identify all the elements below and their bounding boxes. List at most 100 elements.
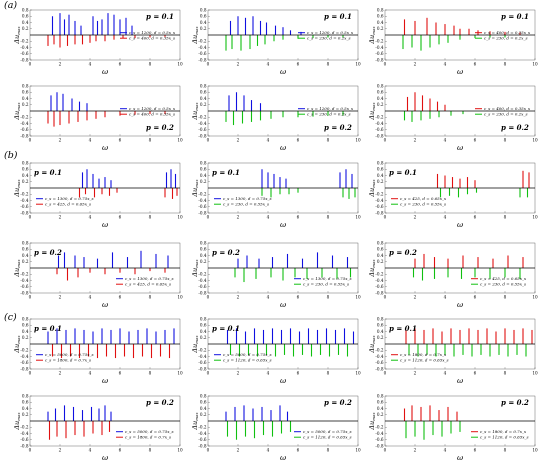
y-tick-label: 0.4 xyxy=(22,406,29,411)
x-tick-label: 0 xyxy=(207,295,210,300)
y-axis-label: Δumax xyxy=(191,26,199,45)
x-tick-label: 8 xyxy=(504,62,507,67)
p-value-label: p = 0.2 xyxy=(501,398,529,407)
y-tick-label: 0.4 xyxy=(22,173,29,178)
y-tick-label: 0.2 xyxy=(22,26,29,31)
x-tick-label: 4 xyxy=(89,371,92,376)
section-label: (c) xyxy=(4,312,17,323)
y-tick-label: -0.2 xyxy=(20,348,28,353)
y-tick-label: 0.4 xyxy=(22,96,29,101)
y-tick-label: 0.2 xyxy=(200,259,207,264)
y-tick-label: 0.8 xyxy=(200,160,207,165)
y-tick-label: -0.2 xyxy=(198,192,206,197)
x-tick-label: 10 xyxy=(355,448,361,453)
y-tick-label: -0.2 xyxy=(375,115,383,120)
y-tick-label: -0.6 xyxy=(375,360,383,365)
subplot: -0.8-0.6-0.4-0.2 0.20.40.6 0.8 0 2 4 6 8 10 Δumax… xyxy=(368,316,538,385)
y-tick-label: -0.6 xyxy=(375,437,383,442)
y-tick-label: 0.8 xyxy=(200,240,207,245)
y-tick-label: 0.2 xyxy=(377,412,384,417)
y-tick-label: 0.6 xyxy=(22,400,29,405)
x-tick-label: 4 xyxy=(267,138,270,143)
legend-entry: c_s = 5000, d = 0.75x_s xyxy=(303,429,352,434)
x-tick-label: 6 xyxy=(119,62,122,67)
p-value-label: p = 0.1 xyxy=(34,324,62,333)
y-tick-label: -0.8 xyxy=(20,290,28,295)
y-tick-label: -0.8 xyxy=(20,443,28,448)
y-tick-label: -0.4 xyxy=(198,354,206,359)
x-tick-label: 2 xyxy=(59,295,62,300)
x-axis-label: ω xyxy=(102,300,108,309)
y-tick-label: -0.4 xyxy=(375,354,383,359)
x-tick-label: 4 xyxy=(89,138,92,143)
x-axis-label: ω xyxy=(102,220,108,229)
y-axis-label: Δumax xyxy=(368,335,376,354)
x-tick-label: 0 xyxy=(384,295,387,300)
y-tick-label: -0.8 xyxy=(198,366,206,371)
y-tick-label: 0.8 xyxy=(200,7,207,12)
x-tick-label: 4 xyxy=(267,295,270,300)
subplot: -0.8-0.6-0.4-0.2 0.20.40.6 0.8 0 2 4 6 8 10 Δumax… xyxy=(368,160,538,229)
legend-entry: c_s = 1800, d = 0.7x_s xyxy=(480,429,526,434)
y-tick-label: -0.8 xyxy=(375,443,383,448)
y-tick-label: 0.4 xyxy=(22,20,29,25)
x-tick-label: 0 xyxy=(29,371,32,376)
y-tick-label: -0.6 xyxy=(198,360,206,365)
x-tick-label: 0 xyxy=(29,448,32,453)
y-tick-label: -0.2 xyxy=(198,425,206,430)
legend-entry: c_s = 425, d = 0.65x_s xyxy=(45,202,91,207)
y-tick-label: 0.4 xyxy=(377,329,384,334)
y-tick-label: 0.2 xyxy=(22,179,29,184)
y-tick-label: -0.4 xyxy=(198,278,206,283)
y-tick-label: -0.2 xyxy=(20,115,28,120)
x-tick-label: 8 xyxy=(149,295,152,300)
x-tick-label: 0 xyxy=(207,138,210,143)
x-tick-label: 10 xyxy=(532,215,538,220)
x-tick-label: 10 xyxy=(177,215,183,220)
x-tick-label: 6 xyxy=(119,448,122,453)
y-tick-label: -0.2 xyxy=(198,115,206,120)
subplot: -0.8-0.6-0.4-0.2 0.20.40.6 0.8 0 2 4 6 8 10 Δumax… xyxy=(191,7,361,76)
y-tick-label: -0.2 xyxy=(375,425,383,430)
x-tick-label: 2 xyxy=(237,448,240,453)
y-tick-label: -0.6 xyxy=(20,51,28,56)
subplot: -0.8-0.6-0.4-0.2 0.20.40.6 0.8 0 2 4 6 8 10 Δumax… xyxy=(13,160,183,229)
y-axis-label: Δumax xyxy=(13,26,21,45)
x-tick-label: 10 xyxy=(532,371,538,376)
y-tick-label: 0.4 xyxy=(377,96,384,101)
legend-entry: c_s = 5000, d = 0.75x_s xyxy=(125,429,174,434)
x-tick-label: 2 xyxy=(237,215,240,220)
p-value-label: p = 0.1 xyxy=(501,12,529,21)
y-tick-label: 0.6 xyxy=(22,14,29,19)
legend-entry: c_s = 230, d = 0.2x_s xyxy=(484,112,528,117)
x-axis-label: ω xyxy=(280,220,286,229)
x-tick-label: 6 xyxy=(297,448,300,453)
y-tick-label: 0.2 xyxy=(377,26,384,31)
y-tick-label: 0.4 xyxy=(200,173,207,178)
y-tick-label: 0.6 xyxy=(22,90,29,95)
x-tick-label: 6 xyxy=(474,295,477,300)
subplot: -0.8-0.6-0.4-0.2 0.20.40.6 0.8 0 2 4 6 8 10 Δumax… xyxy=(191,83,361,152)
y-tick-label: 0.4 xyxy=(377,173,384,178)
y-tick-label: 0.2 xyxy=(377,179,384,184)
x-tick-label: 6 xyxy=(297,62,300,67)
y-tick-label: 0.8 xyxy=(22,7,29,12)
y-tick-label: -0.8 xyxy=(20,366,28,371)
y-tick-label: 0.8 xyxy=(377,316,384,321)
x-tick-label: 4 xyxy=(444,371,447,376)
x-tick-label: 6 xyxy=(119,138,122,143)
x-axis-label: ω xyxy=(280,376,286,385)
y-tick-label: -0.2 xyxy=(375,348,383,353)
x-tick-label: 4 xyxy=(267,371,270,376)
x-tick-label: 8 xyxy=(327,215,330,220)
y-tick-label: -0.4 xyxy=(375,121,383,126)
legend-entry: c_s = 1200, d = 0.5x_s xyxy=(307,106,353,111)
y-axis-label: Δumax xyxy=(13,102,21,121)
y-tick-label: -0.8 xyxy=(198,443,206,448)
y-tick-label: 0.8 xyxy=(22,316,29,321)
x-tick-label: 4 xyxy=(267,62,270,67)
y-tick-label: 0.6 xyxy=(200,400,207,405)
legend-entry: c_s = 5000, d = 0.75x_s xyxy=(45,352,94,357)
y-tick-label: -0.6 xyxy=(20,284,28,289)
legend-entry: c_s = 425, d = 0.65x_s xyxy=(480,276,526,281)
